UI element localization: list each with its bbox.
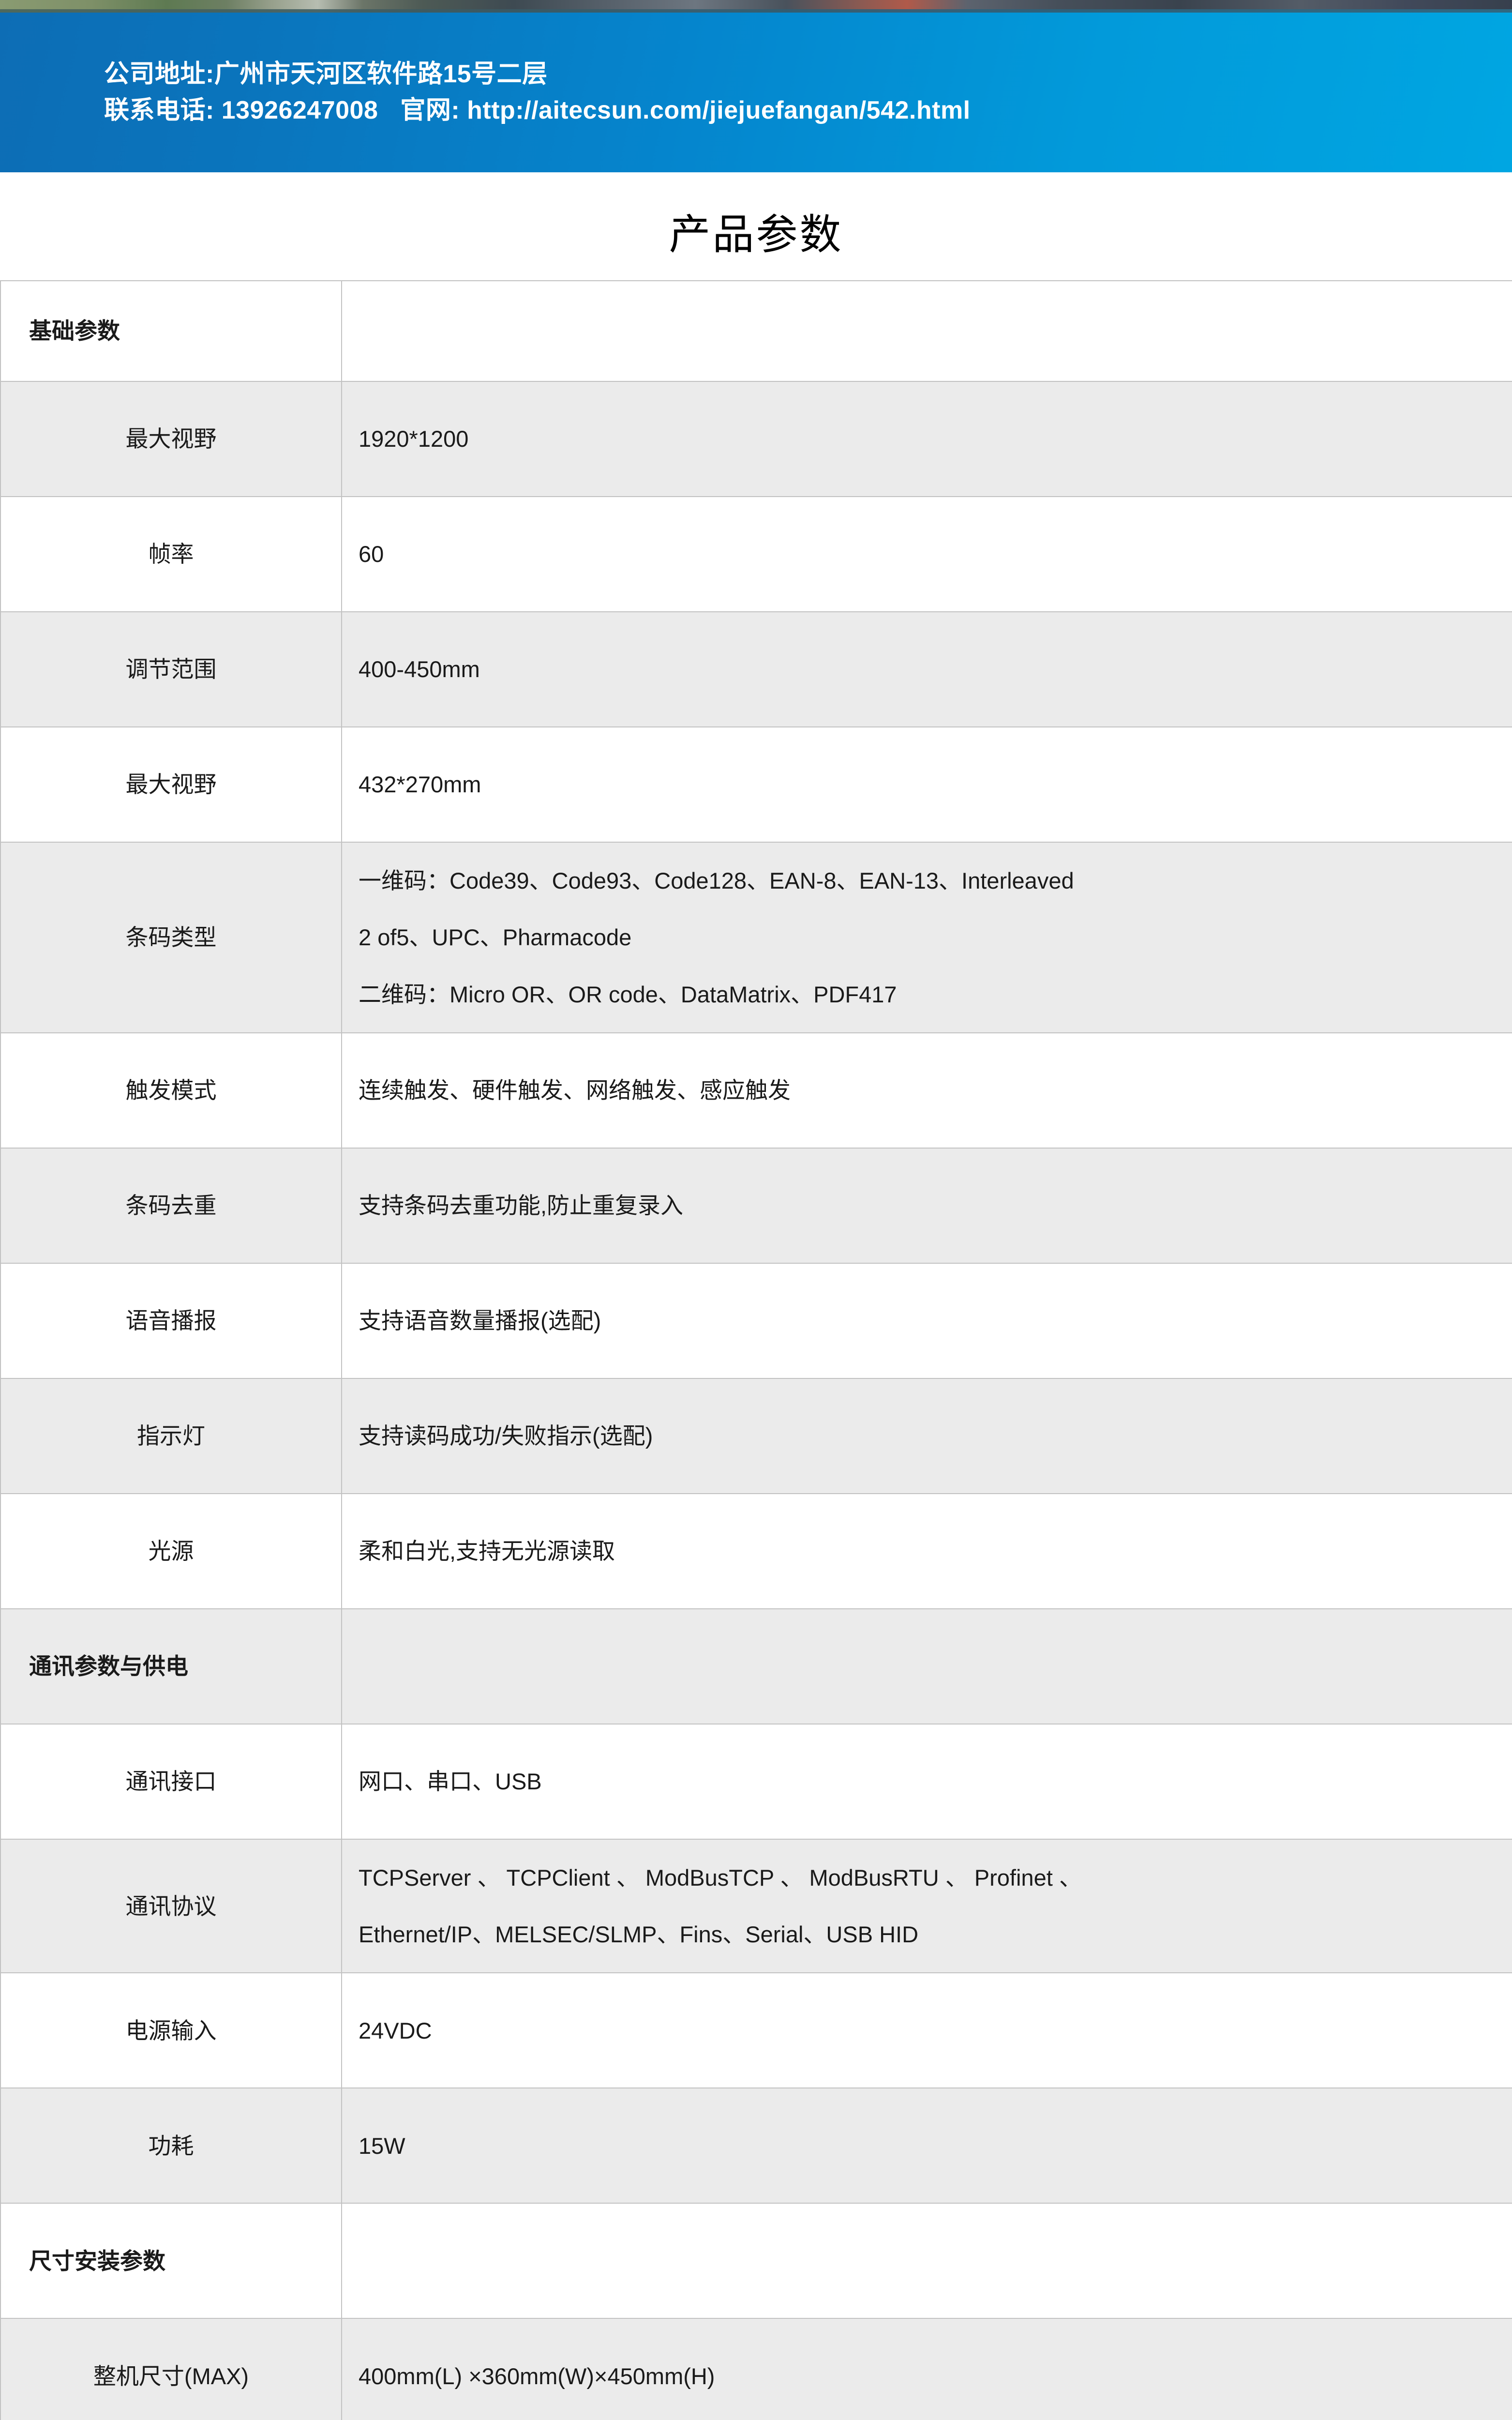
spec-row: 调节范围 400-450mm	[0, 611, 1512, 727]
spec-value	[341, 1608, 1512, 1724]
spec-section-label: 通讯参数与供电	[0, 1608, 342, 1724]
spec-value: 支持读码成功/失败指示(选配)	[341, 1377, 1512, 1494]
spec-value: 60	[341, 496, 1512, 612]
spec-label: 功耗	[0, 2087, 342, 2204]
spec-table-body: 基础参数 最大视野 1920*1200 帧率 60 调节范围 400-450mm 最大视野 43…	[0, 280, 1512, 2420]
spec-section-row: 基础参数	[0, 280, 1512, 382]
spec-value: 400mm(L) ×360mm(W)×450mm(H)	[341, 2318, 1512, 2420]
spec-value: TCPServer 、 TCPClient 、 ModBusTCP 、 ModB…	[341, 1838, 1512, 1974]
spec-label: 最大视野	[0, 726, 342, 843]
spec-value: 一维码：Code39、Code93、Code128、EAN-8、EAN-13、I…	[341, 842, 1512, 1033]
spec-section-label: 基础参数	[0, 280, 342, 382]
spec-value-line: TCPServer 、 TCPClient 、 ModBusTCP 、 ModB…	[359, 1864, 1082, 1891]
spec-value-line: 2 of5、UPC、Pharmacode	[359, 924, 632, 951]
spec-label: 条码去重	[0, 1147, 342, 1264]
spec-row: 条码去重 支持条码去重功能,防止重复录入	[0, 1147, 1512, 1264]
spec-row: 触发模式 连续触发、硬件触发、网络触发、感应触发	[0, 1032, 1512, 1149]
spec-label: 调节范围	[0, 611, 342, 727]
spec-label: 电源输入	[0, 1972, 342, 2089]
spec-value: 支持条码去重功能,防止重复录入	[341, 1147, 1512, 1264]
spec-label: 指示灯	[0, 1377, 342, 1494]
spec-label: 光源	[0, 1493, 342, 1609]
contact-banner: 公司地址:广州市天河区软件路15号二层 联系电话: 13926247008 官网…	[0, 13, 1512, 172]
spec-label: 语音播报	[0, 1262, 342, 1379]
company-address-line: 公司地址:广州市天河区软件路15号二层	[104, 60, 548, 88]
spec-value: 支持语音数量播报(选配)	[341, 1262, 1512, 1379]
spec-value: 柔和白光,支持无光源读取	[341, 1493, 1512, 1609]
spec-section-row: 通讯参数与供电	[0, 1608, 1512, 1724]
spec-label: 触发模式	[0, 1032, 342, 1149]
spec-value-line: 一维码：Code39、Code93、Code128、EAN-8、EAN-13、I…	[359, 868, 1074, 893]
spec-row: 指示灯 支持读码成功/失败指示(选配)	[0, 1377, 1512, 1494]
spec-value: 网口、串口、USB	[341, 1723, 1512, 1840]
spec-row: 光源 柔和白光,支持无光源读取	[0, 1493, 1512, 1609]
header-photo-strip	[0, 0, 1512, 13]
spec-row: 最大视野 1920*1200	[0, 381, 1512, 497]
spec-row: 帧率 60	[0, 496, 1512, 612]
spec-label: 帧率	[0, 496, 342, 612]
spec-label: 整机尺寸(MAX)	[0, 2318, 342, 2420]
spec-value: 24VDC	[341, 1972, 1512, 2089]
spec-label: 通讯接口	[0, 1723, 342, 1840]
page-title: 产品参数	[669, 212, 843, 258]
website-text[interactable]: 官网: http://aitecsun.com/jiejuefangan/542…	[400, 96, 971, 124]
spec-label: 通讯协议	[0, 1838, 342, 1974]
spec-row: 整机尺寸(MAX) 400mm(L) ×360mm(W)×450mm(H)	[0, 2318, 1512, 2420]
spec-value-line: 二维码：Micro OR、OR code、DataMatrix、PDF417	[359, 981, 897, 1007]
product-spec-table: 基础参数 最大视野 1920*1200 帧率 60 调节范围 400-450mm 最大视野 43…	[0, 280, 1512, 2420]
spec-section-label: 尺寸安装参数	[0, 2203, 342, 2319]
spec-value: 连续触发、硬件触发、网络触发、感应触发	[341, 1032, 1512, 1149]
spec-row: 语音播报 支持语音数量播报(选配)	[0, 1262, 1512, 1379]
spec-value: 1920*1200	[341, 381, 1512, 497]
contact-info-line: 联系电话: 13926247008 官网: http://aitecsun.co…	[104, 92, 1512, 129]
spec-row: 通讯接口 网口、串口、USB	[0, 1723, 1512, 1840]
spec-value: 400-450mm	[341, 611, 1512, 727]
spec-label: 条码类型	[0, 842, 342, 1033]
spec-row: 电源输入 24VDC	[0, 1972, 1512, 2089]
phone-text: 联系电话: 13926247008	[104, 96, 378, 124]
spec-row: 最大视野 432*270mm	[0, 726, 1512, 843]
spec-row: 通讯协议 TCPServer 、 TCPClient 、 ModBusTCP 、 …	[0, 1838, 1512, 1974]
spec-label: 最大视野	[0, 381, 342, 497]
spec-row: 功耗 15W	[0, 2087, 1512, 2204]
spec-value	[341, 2203, 1512, 2319]
spec-value: 432*270mm	[341, 726, 1512, 843]
spec-section-row: 尺寸安装参数	[0, 2203, 1512, 2319]
spec-row: 条码类型 一维码：Code39、Code93、Code128、EAN-8、EAN-…	[0, 842, 1512, 1033]
photo-road-band	[0, 9, 1512, 13]
spec-value	[341, 280, 1512, 382]
spec-value-line: Ethernet/IP、MELSEC/SLMP、Fins、Serial、USB …	[359, 1921, 919, 1948]
spec-value: 15W	[341, 2087, 1512, 2204]
